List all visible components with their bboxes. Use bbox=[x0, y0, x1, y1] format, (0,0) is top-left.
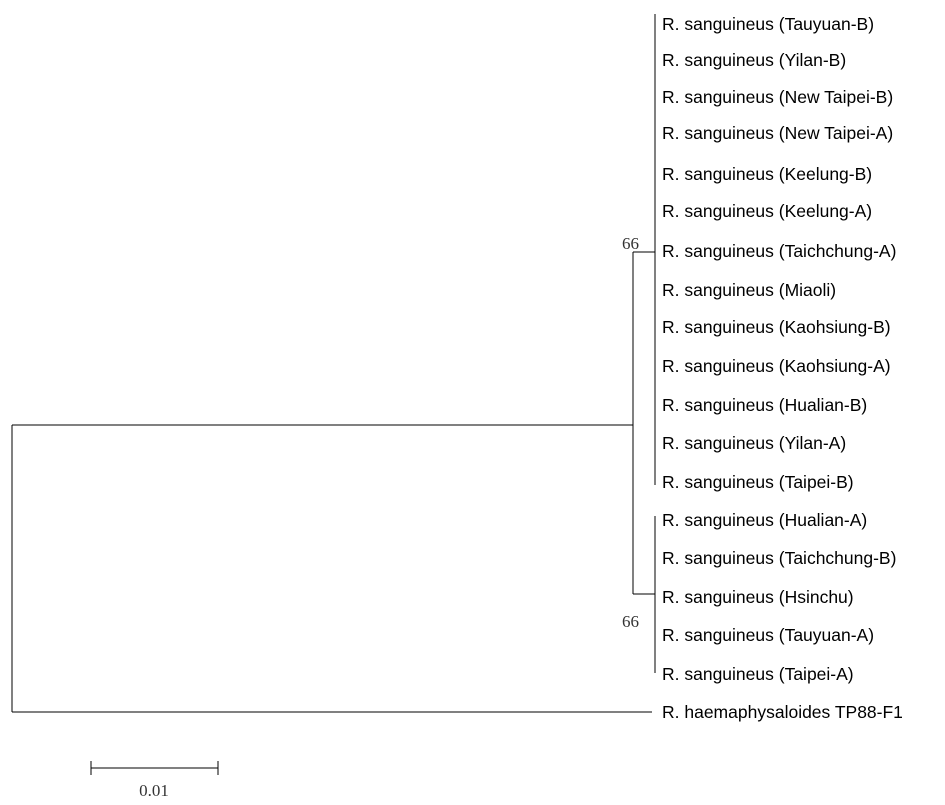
tree-branches bbox=[11, 14, 656, 713]
taxon-label: R. sanguineus (Taichchung-A) bbox=[662, 241, 896, 261]
clade-a: R. sanguineus (Tauyuan-B) R. sanguineus … bbox=[662, 14, 896, 492]
taxon-label: R. sanguineus (Hualian-A) bbox=[662, 510, 867, 530]
scale-bar: 0.01 bbox=[90, 761, 219, 800]
taxon-label: R. sanguineus (Miaoli) bbox=[662, 280, 836, 300]
taxon-label: R. sanguineus (Taipei-A) bbox=[662, 664, 854, 684]
scale-bar-label: 0.01 bbox=[139, 781, 169, 800]
taxon-label: R. sanguineus (Keelung-B) bbox=[662, 164, 872, 184]
taxon-label: R. sanguineus (Tauyuan-B) bbox=[662, 14, 874, 34]
taxon-label: R. sanguineus (Tauyuan-A) bbox=[662, 625, 874, 645]
taxon-label: R. sanguineus (Keelung-A) bbox=[662, 201, 872, 221]
taxon-label: R. sanguineus (Yilan-A) bbox=[662, 433, 846, 453]
bootstrap-value-clade-a: 66 bbox=[622, 234, 639, 253]
taxon-label: R. sanguineus (Yilan-B) bbox=[662, 50, 846, 70]
taxon-label: R. sanguineus (Taipei-B) bbox=[662, 472, 854, 492]
outgroup-label: R. haemaphysaloides TP88-F1 bbox=[662, 702, 903, 722]
taxon-label: R. sanguineus (New Taipei-A) bbox=[662, 123, 893, 143]
taxon-label: R. sanguineus (Kaohsiung-A) bbox=[662, 356, 891, 376]
taxon-label: R. sanguineus (Hsinchu) bbox=[662, 587, 854, 607]
taxon-label: R. sanguineus (Hualian-B) bbox=[662, 395, 867, 415]
taxon-label: R. sanguineus (Taichchung-B) bbox=[662, 548, 896, 568]
clade-b: R. sanguineus (Hualian-A) R. sanguineus … bbox=[662, 510, 896, 684]
taxon-label: R. sanguineus (Kaohsiung-B) bbox=[662, 317, 891, 337]
taxon-label: R. sanguineus (New Taipei-B) bbox=[662, 87, 893, 107]
bootstrap-value-clade-b: 66 bbox=[622, 612, 639, 631]
